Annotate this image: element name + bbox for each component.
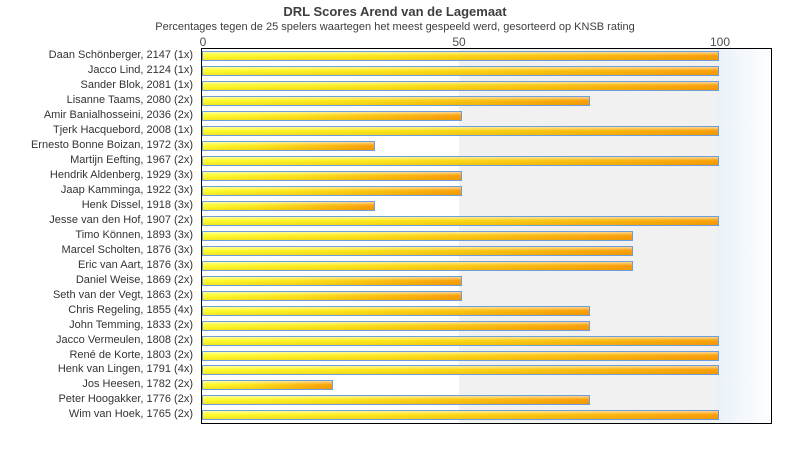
y-axis-label: Amir Banialhosseini, 2036 (2x) [43,109,193,122]
y-axis-label: Eric van Aart, 1876 (3x) [78,258,193,271]
bar [202,141,375,152]
bar-row [202,94,771,109]
bar-row [202,79,771,94]
y-axis-label: Chris Regeling, 1855 (4x) [68,303,193,316]
bar-row [202,64,771,79]
bar [202,156,719,167]
y-axis-label: John Temming, 1833 (2x) [69,318,193,331]
chart-subtitle: Percentages tegen de 25 spelers waartege… [155,21,635,33]
bar [202,320,590,331]
x-axis-tick-100: 100 [709,35,731,49]
bar [202,96,590,107]
bar-row [202,109,771,124]
bar [202,410,719,421]
bar-row [202,154,771,169]
plot-area [201,48,772,424]
y-axis-label: Henk van Lingen, 1791 (4x) [57,363,193,376]
bar-row [202,228,771,243]
bar-row [202,348,771,363]
y-axis-label: Jacco Vermeulen, 1808 (2x) [56,333,193,346]
bar-row [202,363,771,378]
bar-row [202,124,771,139]
bar [202,335,719,346]
y-axis-label: Jacco Lind, 2124 (1x) [87,64,193,77]
bar-row [202,288,771,303]
bar-row [202,303,771,318]
bar-row [202,393,771,408]
bar-rows [202,49,771,423]
bar-row [202,408,771,423]
bar-row [202,169,771,184]
bar-row [202,378,771,393]
bar [202,290,462,301]
y-axis-label: Sander Blok, 2081 (1x) [80,79,193,92]
y-axis-label: Peter Hoogakker, 1776 (2x) [58,393,193,406]
bar [202,350,719,361]
y-axis-label: Wim van Hoek, 1765 (2x) [68,408,193,421]
bar-row [202,318,771,333]
bar [202,260,633,271]
bar [202,305,590,316]
y-axis-label: Daan Schönberger, 2147 (1x) [48,49,193,62]
bar [202,380,333,391]
bar-row [202,333,771,348]
y-axis-label: Jos Heesen, 1782 (2x) [82,378,193,391]
y-axis-label: Tjerk Hacquebord, 2008 (1x) [52,124,193,137]
bar [202,230,633,241]
y-axis-label: Jesse van den Hof, 1907 (2x) [49,213,193,226]
y-axis-label: Seth van der Vegt, 1863 (2x) [52,288,193,301]
y-axis-label: Martijn Eefting, 1967 (2x) [70,154,193,167]
y-axis-label: Daniel Weise, 1869 (2x) [75,273,193,286]
x-axis-tick-50: 50 [452,35,466,49]
y-axis-label: Jaap Kamminga, 1922 (3x) [60,184,193,197]
bar [202,126,719,137]
bar [202,365,719,376]
band-overflow [717,49,771,423]
y-axis-labels: Daan Schönberger, 2147 (1x) Jacco Lind, 2… [0,48,197,422]
bar-row [202,139,771,154]
chart-title: DRL Scores Arend van de Lagemaat [283,4,507,19]
bar-row [202,184,771,199]
bar [202,111,462,122]
bar [202,186,462,197]
bar [202,51,719,62]
bar [202,245,633,256]
bar-row [202,49,771,64]
y-axis-label: René de Korte, 1803 (2x) [69,348,193,361]
bar [202,215,719,226]
bar [202,81,719,92]
bar [202,395,590,406]
bar-row [202,258,771,273]
bar-row [202,213,771,228]
bar [202,66,719,77]
bar-row [202,243,771,258]
bar [202,201,375,211]
bar-row [202,199,771,214]
y-axis-label: Marcel Scholten, 1876 (3x) [61,243,193,256]
y-axis-label: Henk Dissel, 1918 (3x) [81,199,193,211]
bar [202,275,462,286]
y-axis-label: Hendrik Aldenberg, 1929 (3x) [49,169,193,182]
y-axis-label: Ernesto Bonne Boizan, 1972 (3x) [30,139,193,152]
y-axis-label: Lisanne Taams, 2080 (2x) [66,94,193,107]
x-axis-tick-0: 0 [199,35,207,49]
y-axis-label: Timo Können, 1893 (3x) [75,228,193,241]
bar [202,171,462,182]
bar-row [202,273,771,288]
